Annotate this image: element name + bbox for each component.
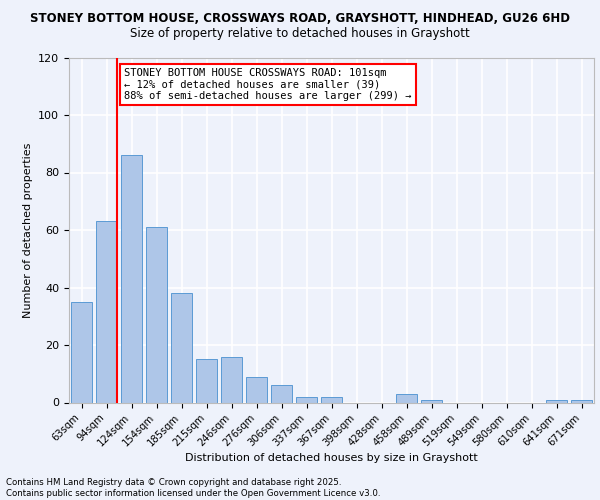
X-axis label: Distribution of detached houses by size in Grayshott: Distribution of detached houses by size … [185,454,478,464]
Bar [246,376,267,402]
Text: STONEY BOTTOM HOUSE CROSSWAYS ROAD: 101sqm
← 12% of detached houses are smaller : STONEY BOTTOM HOUSE CROSSWAYS ROAD: 101s… [124,68,412,101]
Bar [171,293,192,403]
Bar [296,397,317,402]
Bar [221,356,242,403]
Bar [71,302,92,402]
Text: STONEY BOTTOM HOUSE, CROSSWAYS ROAD, GRAYSHOTT, HINDHEAD, GU26 6HD: STONEY BOTTOM HOUSE, CROSSWAYS ROAD, GRA… [30,12,570,26]
Bar [196,360,217,403]
Bar [396,394,417,402]
Text: Contains HM Land Registry data © Crown copyright and database right 2025.
Contai: Contains HM Land Registry data © Crown c… [6,478,380,498]
Bar [96,222,117,402]
Bar [546,400,567,402]
Text: Size of property relative to detached houses in Grayshott: Size of property relative to detached ho… [130,28,470,40]
Bar [271,385,292,402]
Bar [571,400,592,402]
Bar [321,397,342,402]
Bar [121,155,142,402]
Bar [421,400,442,402]
Bar [146,227,167,402]
Y-axis label: Number of detached properties: Number of detached properties [23,142,32,318]
